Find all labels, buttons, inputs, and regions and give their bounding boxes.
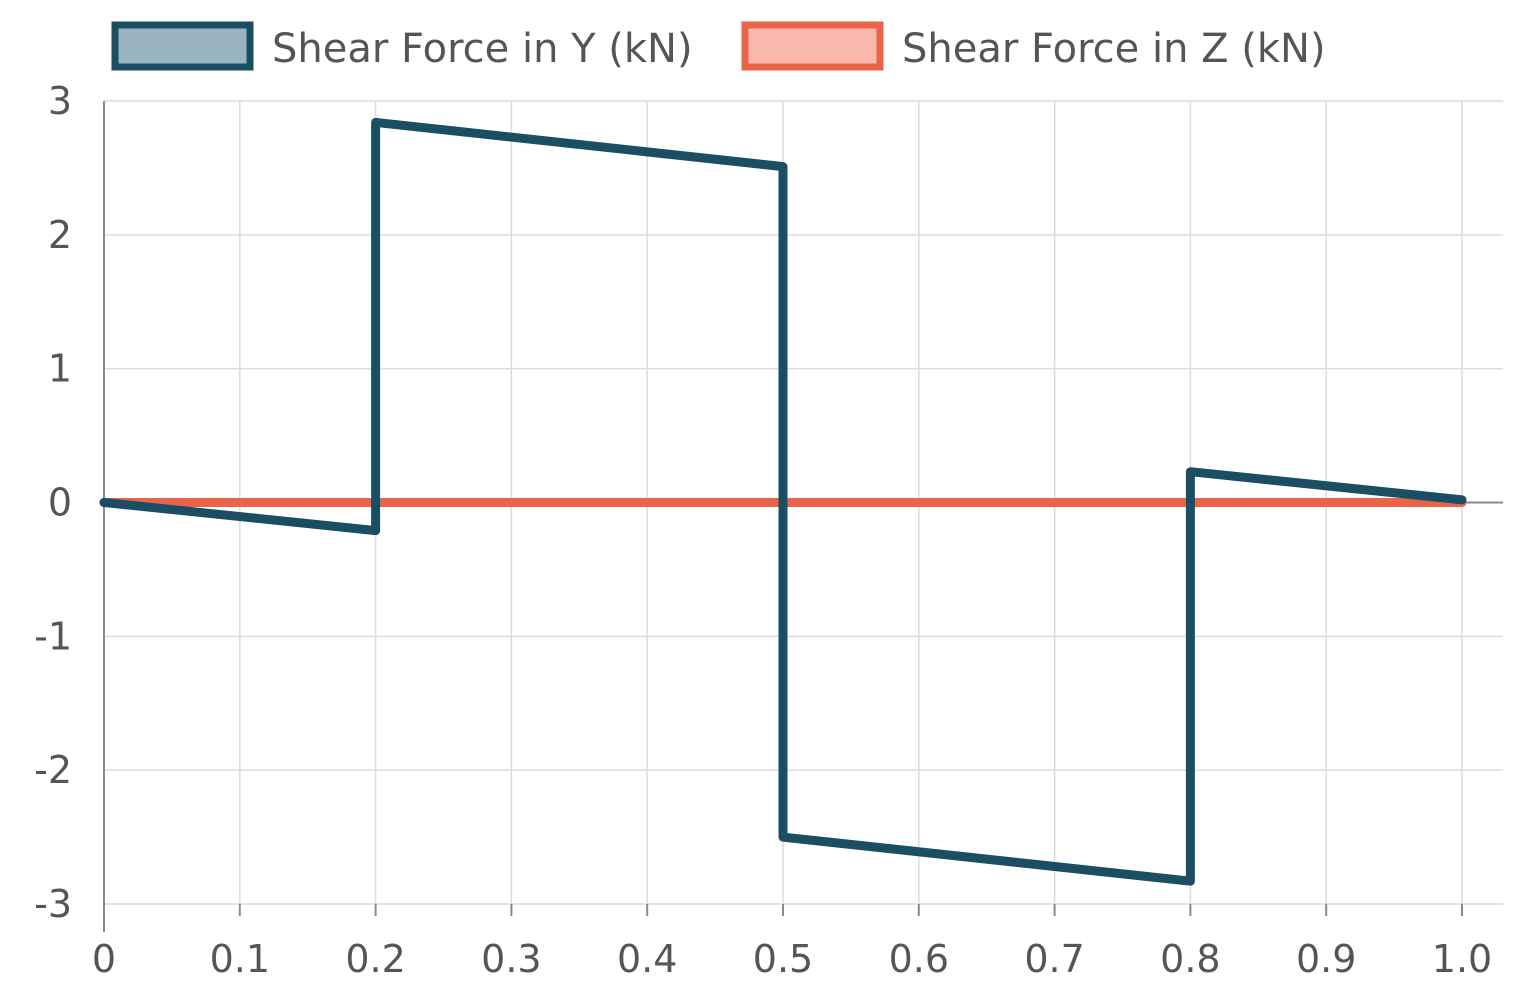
y-tick-label: 0 bbox=[48, 481, 72, 525]
y-tick-label: -1 bbox=[34, 614, 72, 658]
x-tick-label: 0 bbox=[92, 937, 116, 981]
x-tick-label: 0.9 bbox=[1296, 937, 1356, 981]
legend-label-shear-y: Shear Force in Y (kN) bbox=[272, 26, 693, 72]
x-tick-label: 0.1 bbox=[210, 937, 270, 981]
legend-item-shear-y[interactable]: Shear Force in Y (kN) bbox=[111, 21, 693, 72]
legend-swatch-shear-y bbox=[111, 21, 254, 71]
y-tick-label: -3 bbox=[34, 882, 72, 926]
y-tick-label: 2 bbox=[48, 213, 72, 257]
tick-labels: 0 0.1 0.2 0.3 0.4 0.5 0.6 0.7 0.8 0.9 1.0 3 2 1 0 -1 -2 -… bbox=[34, 79, 1492, 981]
y-tick-label: 3 bbox=[48, 79, 72, 123]
series-line-shear-y[interactable] bbox=[99, 117, 1467, 886]
legend-label-shear-z: Shear Force in Z (kN) bbox=[902, 26, 1326, 72]
x-tick-label: 0.2 bbox=[345, 937, 405, 981]
y-tick-label: 1 bbox=[48, 347, 72, 391]
legend-swatch-shear-z bbox=[741, 21, 884, 71]
x-tick-label: 0.6 bbox=[889, 937, 949, 981]
x-tick-label: 0.3 bbox=[481, 937, 541, 981]
series-layer bbox=[99, 117, 1467, 886]
y-tick-label: -2 bbox=[34, 748, 72, 792]
x-tick-label: 0.4 bbox=[617, 937, 677, 981]
legend: Shear Force in Y (kN) Shear Force in Z (… bbox=[111, 21, 1326, 72]
x-tick-label: 0.5 bbox=[753, 937, 813, 981]
legend-item-shear-z[interactable]: Shear Force in Z (kN) bbox=[741, 21, 1326, 72]
x-tick-label: 0.7 bbox=[1024, 937, 1084, 981]
axes bbox=[103, 101, 1503, 932]
x-tick-label: 0.8 bbox=[1160, 937, 1220, 981]
x-tick-label: 1.0 bbox=[1432, 937, 1492, 981]
